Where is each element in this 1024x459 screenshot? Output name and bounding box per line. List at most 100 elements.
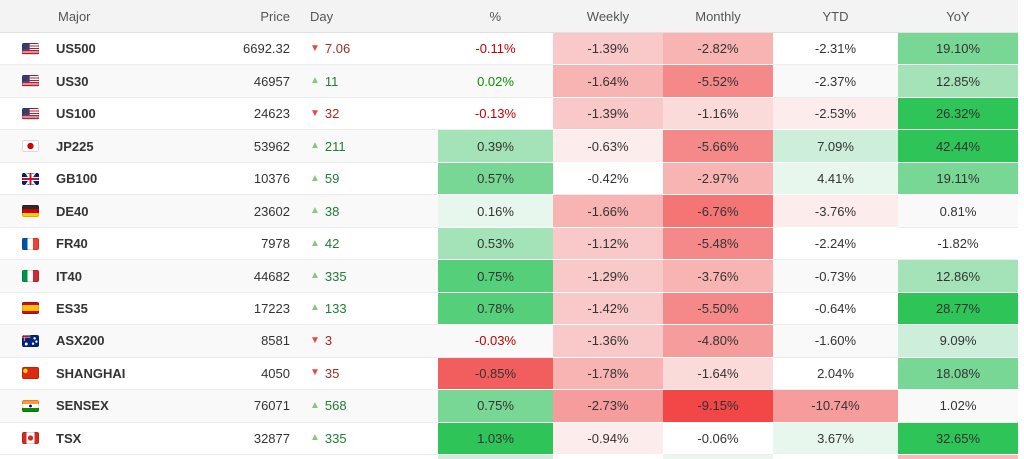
table-header: Major Price Day % Weekly Monthly YTD YoY: [0, 0, 1018, 33]
day-change: ▼ 7.06: [300, 33, 438, 66]
table-row[interactable]: JP225 53962 ▲ 211 0.39% -0.63% -5.66% 7.…: [0, 130, 1018, 163]
index-name-link[interactable]: JP225: [56, 138, 94, 154]
index-name-link[interactable]: IT40: [56, 268, 83, 284]
ytd-change-cell: -2.24%: [773, 228, 898, 261]
index-name-link[interactable]: US30: [56, 73, 89, 89]
day-change-value: 133: [324, 300, 347, 316]
weekly-change-cell: -1.64%: [553, 65, 663, 98]
flag-cn-icon: [22, 367, 39, 380]
day-change-value: 7.06: [324, 41, 351, 57]
percent-change-cell: -0.11%: [438, 33, 553, 66]
up-triangle-icon: ▲: [310, 205, 320, 217]
day-change: ▲ 335: [300, 260, 438, 293]
flag-de-icon: [22, 205, 39, 218]
table-row[interactable]: TSX 32877 ▲ 335 1.03% -0.94% -0.06% 3.67…: [0, 422, 1018, 456]
ytd-change-cell: -2.53%: [773, 97, 898, 131]
day-change: ▲ 59: [300, 163, 438, 196]
flag-us-icon: [22, 42, 39, 55]
ytd-change-cell: -0.73%: [773, 260, 898, 293]
monthly-change-cell: -5.52%: [663, 65, 773, 98]
up-triangle-icon: ▲: [310, 172, 320, 184]
index-name-link[interactable]: ES35: [56, 300, 88, 316]
ytd-change-cell: -1.60%: [773, 325, 898, 358]
monthly-change-cell: -3.76%: [663, 260, 773, 293]
ytd-change-cell: -2.37%: [773, 65, 898, 98]
percent-change-cell: 0.16%: [438, 195, 553, 228]
yoy-change-cell: 9.09%: [898, 325, 1018, 358]
ytd-change-cell: -0.64%: [773, 293, 898, 326]
index-name-link[interactable]: SENSEX: [56, 398, 109, 414]
column-header-percent[interactable]: %: [489, 8, 501, 24]
table-row[interactable]: US30 46957 ▲ 11 0.02% -1.64% -5.52% -2.3…: [0, 65, 1018, 98]
table-row[interactable]: US500 6692.32 ▼ 7.06 -0.11% -1.39% -2.82…: [0, 33, 1018, 66]
day-change-value: 42: [324, 236, 340, 252]
index-name-link[interactable]: GB100: [56, 171, 98, 187]
percent-change-cell: 0.75%: [438, 260, 553, 293]
index-name-link[interactable]: TSX: [56, 430, 82, 446]
table-row[interactable]: SHANGHAI 4050 ▼ 35 -0.85% -1.78% -1.64% …: [0, 357, 1018, 391]
flag-in-icon: [22, 399, 39, 412]
percent-change-cell: 1.03%: [438, 422, 553, 456]
day-change-value: 335: [324, 268, 347, 284]
peek-cell: [663, 455, 773, 459]
monthly-change-cell: -5.66%: [663, 130, 773, 163]
price-value: 46957: [180, 65, 300, 98]
up-triangle-icon: ▲: [310, 270, 320, 282]
column-header-ytd[interactable]: YTD: [822, 8, 849, 24]
yoy-change-cell: 1.02%: [898, 390, 1018, 423]
table-row[interactable]: ES35 17223 ▲ 133 0.78% -1.42% -5.50% -0.…: [0, 292, 1018, 326]
monthly-change-cell: -6.76%: [663, 195, 773, 228]
price-value: 4050: [180, 358, 300, 391]
price-value: 8581: [180, 325, 300, 358]
ytd-change-cell: 4.41%: [773, 162, 898, 196]
peek-cell: [773, 455, 898, 459]
table-row[interactable]: IT40 44682 ▲ 335 0.75% -1.29% -3.76% -0.…: [0, 260, 1018, 293]
index-name-link[interactable]: US500: [56, 41, 96, 57]
index-name-link[interactable]: US100: [56, 106, 96, 122]
table-row[interactable]: DE40 23602 ▲ 38 0.16% -1.66% -6.76% -3.7…: [0, 195, 1018, 228]
table-row[interactable]: SENSEX 76071 ▲ 568 0.75% -2.73% -9.15% -…: [0, 390, 1018, 423]
ytd-change-cell: -10.74%: [773, 390, 898, 423]
flag-us-icon: [22, 75, 39, 88]
index-name-link[interactable]: SHANGHAI: [56, 365, 126, 381]
up-triangle-icon: ▲: [310, 399, 320, 411]
weekly-change-cell: -2.73%: [553, 390, 663, 423]
day-change: ▲ 42: [300, 228, 438, 261]
weekly-change-cell: -1.78%: [553, 357, 663, 391]
monthly-change-cell: -1.16%: [663, 97, 773, 131]
day-change-value: 211: [324, 138, 346, 154]
table-row[interactable]: GB100 10376 ▲ 59 0.57% -0.42% -2.97% 4.4…: [0, 162, 1018, 196]
table-row[interactable]: FR40 7978 ▲ 42 0.53% -1.12% -5.48% -2.24…: [0, 227, 1018, 261]
peek-cell: [300, 455, 438, 459]
flag-jp-icon: [22, 140, 39, 153]
weekly-change-cell: -1.36%: [553, 325, 663, 358]
weekly-change-cell: -0.94%: [553, 422, 663, 456]
monthly-change-cell: -1.64%: [663, 357, 773, 391]
column-header-day[interactable]: Day: [310, 8, 334, 24]
table-row[interactable]: ASX200 8581 ▼ 3 -0.03% -1.36% -4.80% -1.…: [0, 325, 1018, 358]
price-value: 76071: [180, 390, 300, 423]
ytd-change-cell: 2.04%: [773, 358, 898, 391]
index-name-link[interactable]: DE40: [56, 203, 89, 219]
yoy-change-cell: 0.81%: [898, 195, 1018, 228]
peek-cell: [0, 455, 180, 459]
index-name-link[interactable]: ASX200: [56, 333, 105, 349]
down-triangle-icon: ▼: [310, 107, 320, 119]
monthly-change-cell: -2.97%: [663, 162, 773, 196]
day-change-value: 3: [324, 333, 333, 349]
monthly-change-cell: -2.82%: [663, 33, 773, 66]
price-value: 44682: [180, 260, 300, 293]
column-header-yoy[interactable]: YoY: [946, 8, 970, 24]
column-header-major[interactable]: Major: [58, 8, 91, 24]
flag-ca-icon: [22, 432, 39, 445]
index-name-link[interactable]: FR40: [56, 236, 88, 252]
yoy-change-cell: 28.77%: [898, 292, 1018, 326]
weekly-change-cell: -1.66%: [553, 195, 663, 228]
column-header-weekly[interactable]: Weekly: [586, 8, 630, 24]
table-row[interactable]: US100 24623 ▼ 32 -0.13% -1.39% -1.16% -2…: [0, 97, 1018, 131]
monthly-change-cell: -9.15%: [663, 390, 773, 423]
column-header-monthly[interactable]: Monthly: [695, 8, 741, 24]
column-header-price[interactable]: Price: [260, 8, 290, 24]
down-triangle-icon: ▼: [310, 334, 320, 346]
day-change-value: 32: [324, 106, 340, 122]
